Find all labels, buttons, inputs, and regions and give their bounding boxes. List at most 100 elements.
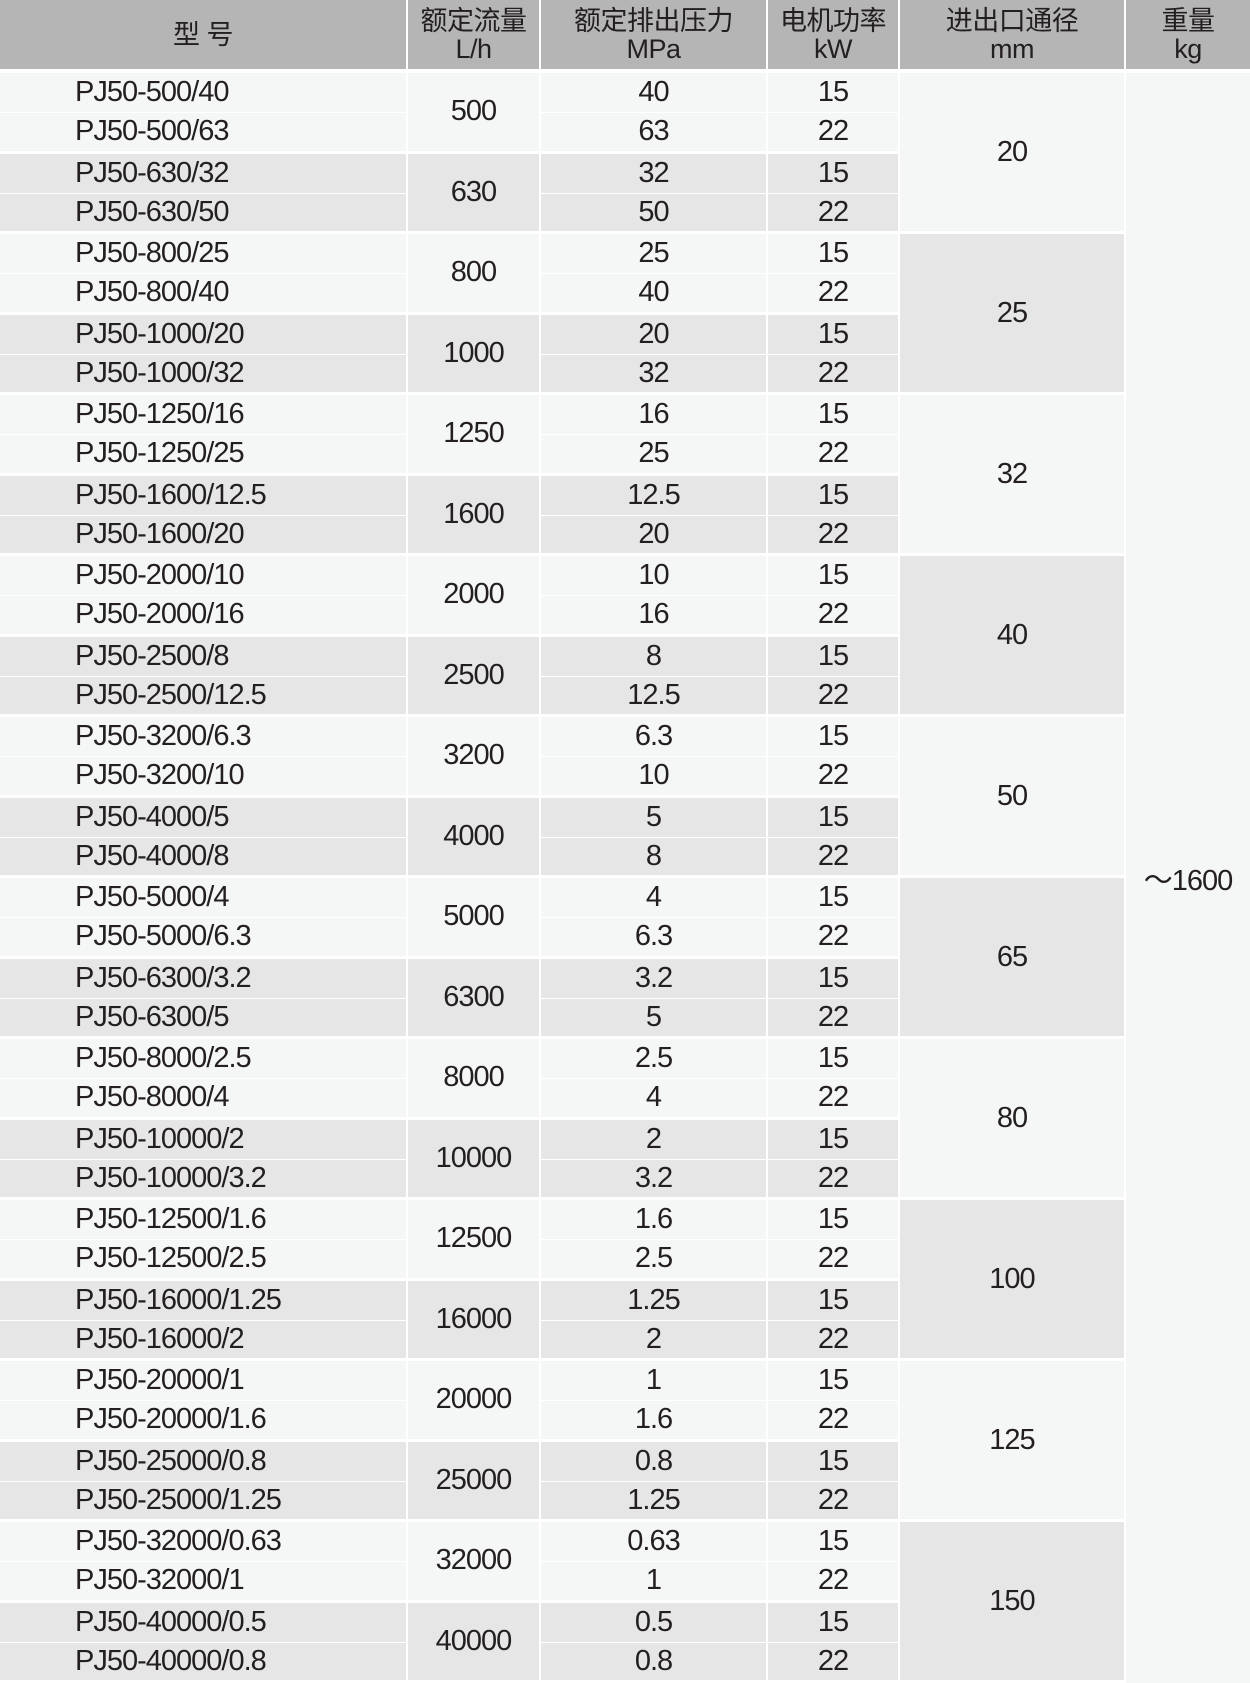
table-row: PJ50-500/40 500 40 15 20 ～1600 [0,73,1250,1683]
flow-cell: 40000 [408,1602,541,1683]
diameter-cell: 20 [900,73,1126,234]
power-cell: 15 [768,1119,900,1160]
pressure-cell: 1.6 [541,1200,768,1241]
power-cell: 22 [768,193,900,234]
model-cell: PJ50-1000/20 [0,314,408,355]
pressure-cell: 1 [541,1562,768,1603]
header-weight: 重量 kg [1126,0,1250,73]
power-cell: 15 [768,314,900,355]
header-row: 型 号 额定流量 L/h 额定排出压力 MPa 电机功率 kW 进出口通径 mm 重量 k… [0,0,1250,73]
power-cell: 15 [768,797,900,838]
model-cell: PJ50-1600/12.5 [0,475,408,516]
table-row: PJ50-1250/16 1250 16 15 32 [0,395,1250,556]
model-cell: PJ50-800/25 [0,234,408,275]
pressure-cell: 1.25 [541,1280,768,1321]
power-cell: 22 [768,837,900,878]
pressure-cell: 40 [541,73,768,114]
flow-cell: 2500 [408,636,541,717]
table-row: PJ50-2500/12.5 12.5 22 [0,676,1250,717]
table-row: PJ50-630/50 50 22 [0,193,1250,234]
model-cell: PJ50-12500/2.5 [0,1240,408,1281]
table-row: PJ50-500/63 63 22 [0,113,1250,154]
flow-cell: 12500 [408,1200,541,1281]
pressure-cell: 0.8 [541,1441,768,1482]
power-cell: 15 [768,1361,900,1402]
pressure-cell: 10 [541,757,768,798]
header-power-unit: kW [814,33,852,64]
header-flow-label: 额定流量 [420,5,528,36]
diameter-cell: 25 [900,234,1126,395]
table-row: PJ50-1600/20 20 22 [0,515,1250,556]
power-cell: 15 [768,958,900,999]
model-cell: PJ50-6300/3.2 [0,958,408,999]
flow-cell: 6300 [408,958,541,1039]
table-row: PJ50-20000/1 20000 1 15 125 [0,1361,1250,1522]
power-cell: 22 [768,998,900,1039]
power-cell: 15 [768,556,900,597]
table-row: PJ50-1250/25 25 22 [0,435,1250,476]
power-cell: 22 [768,435,900,476]
table-body: PJ50-500/40 500 40 15 20 ～1600 PJ50-500/63 63 22… [0,73,1250,1683]
pressure-cell: 6.3 [541,717,768,758]
flow-cell: 4000 [408,797,541,878]
table-row: PJ50-3200/10 10 22 [0,757,1250,798]
model-cell: PJ50-4000/8 [0,837,408,878]
pressure-cell: 40 [541,274,768,315]
pressure-cell: 16 [541,596,768,637]
table-row: PJ50-6300/3.2 6300 3.2 15 [0,958,1250,1039]
power-cell: 22 [768,1159,900,1200]
header-pressure: 额定排出压力 MPa [541,0,768,73]
pressure-cell: 25 [541,234,768,275]
power-cell: 22 [768,274,900,315]
flow-cell: 630 [408,153,541,234]
model-cell: PJ50-5000/6.3 [0,918,408,959]
table-row: PJ50-8000/4 4 22 [0,1079,1250,1120]
pressure-cell: 3.2 [541,958,768,999]
power-cell: 15 [768,73,900,114]
header-pressure-unit: MPa [626,33,681,64]
model-cell: PJ50-1250/16 [0,395,408,436]
power-cell: 22 [768,1642,900,1683]
table-row: PJ50-40000/0.8 0.8 22 [0,1642,1250,1683]
pressure-cell: 20 [541,515,768,556]
table-row: PJ50-4000/5 4000 5 15 [0,797,1250,878]
pressure-cell: 4 [541,878,768,919]
table-row: PJ50-2000/10 2000 10 15 40 [0,556,1250,717]
power-cell: 15 [768,1602,900,1643]
power-cell: 15 [768,1200,900,1241]
table-row: PJ50-1000/32 32 22 [0,354,1250,395]
pressure-cell: 0.8 [541,1642,768,1683]
header-weight-unit: kg [1174,33,1202,64]
diameter-cell: 50 [900,717,1126,878]
table-row: PJ50-2000/16 16 22 [0,596,1250,637]
table-row: PJ50-6300/5 5 22 [0,998,1250,1039]
power-cell: 15 [768,878,900,919]
model-cell: PJ50-8000/2.5 [0,1039,408,1080]
model-cell: PJ50-32000/1 [0,1562,408,1603]
pressure-cell: 16 [541,395,768,436]
flow-cell: 20000 [408,1361,541,1442]
model-cell: PJ50-20000/1 [0,1361,408,1402]
diameter-cell: 40 [900,556,1126,717]
pressure-cell: 63 [541,113,768,154]
model-cell: PJ50-2000/10 [0,556,408,597]
flow-cell: 10000 [408,1119,541,1200]
model-cell: PJ50-2000/16 [0,596,408,637]
power-cell: 22 [768,676,900,717]
model-cell: PJ50-16000/1.25 [0,1280,408,1321]
power-cell: 22 [768,1320,900,1361]
power-cell: 22 [768,918,900,959]
model-cell: PJ50-25000/1.25 [0,1481,408,1522]
header-flow-unit: L/h [455,33,492,64]
table-row: PJ50-40000/0.5 40000 0.5 15 [0,1602,1250,1683]
diameter-cell: 80 [900,1039,1126,1200]
model-cell: PJ50-40000/0.5 [0,1602,408,1643]
diameter-cell: 150 [900,1522,1126,1683]
power-cell: 22 [768,596,900,637]
table-row: PJ50-1000/20 1000 20 15 [0,314,1250,395]
model-cell: PJ50-500/40 [0,73,408,114]
diameter-cell: 65 [900,878,1126,1039]
table-row: PJ50-25000/0.8 25000 0.8 15 [0,1441,1250,1522]
diameter-cell: 100 [900,1200,1126,1361]
